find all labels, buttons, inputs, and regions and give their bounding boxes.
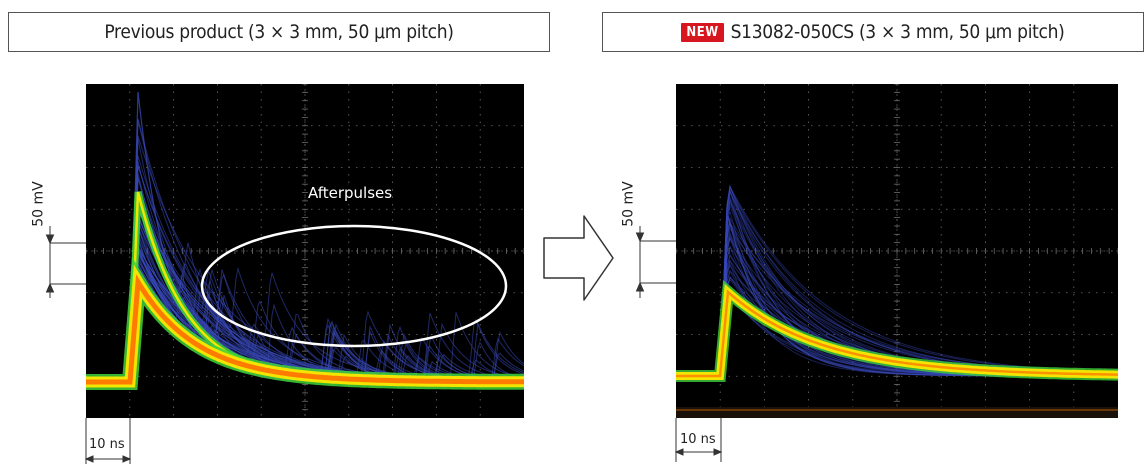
left-voltage-scale-bar: [45, 226, 86, 298]
previous-product-waveform-plot: [86, 84, 524, 418]
previous-product-title: Previous product (3 × 3 mm, 50 μm pitch): [8, 12, 550, 52]
right-time-scale-bar: [674, 418, 723, 462]
right-time-scale-label: 10 ns: [680, 432, 716, 447]
right-voltage-scale-label: 50 mV: [620, 181, 637, 227]
new-badge: NEW: [681, 22, 724, 42]
previous-product-title-text: Previous product (3 × 3 mm, 50 μm pitch): [104, 21, 454, 43]
comparison-arrow-icon: [543, 215, 614, 301]
new-product-title: NEW S13082-050CS (3 × 3 mm, 50 μm pitch): [602, 12, 1144, 52]
new-product-title-text: S13082-050CS (3 × 3 mm, 50 μm pitch): [730, 21, 1065, 43]
waveform-traces: [676, 184, 1118, 418]
new-product-scope: [676, 84, 1118, 418]
right-voltage-scale-bar: [635, 226, 676, 298]
scope-footer-band: [676, 407, 1118, 418]
waveform-traces: [86, 91, 524, 390]
single-photon-core: [86, 274, 524, 385]
afterpulses-label: Afterpulses: [308, 184, 393, 202]
afterpulses-ellipse: [200, 224, 508, 348]
left-time-scale-bar: [84, 418, 132, 464]
previous-product-scope: [86, 84, 524, 418]
left-voltage-scale-label: 50 mV: [30, 181, 47, 227]
left-time-scale-label: 10 ns: [89, 437, 125, 452]
single-photon-core: [676, 289, 1118, 378]
new-product-waveform-plot: [676, 84, 1118, 418]
